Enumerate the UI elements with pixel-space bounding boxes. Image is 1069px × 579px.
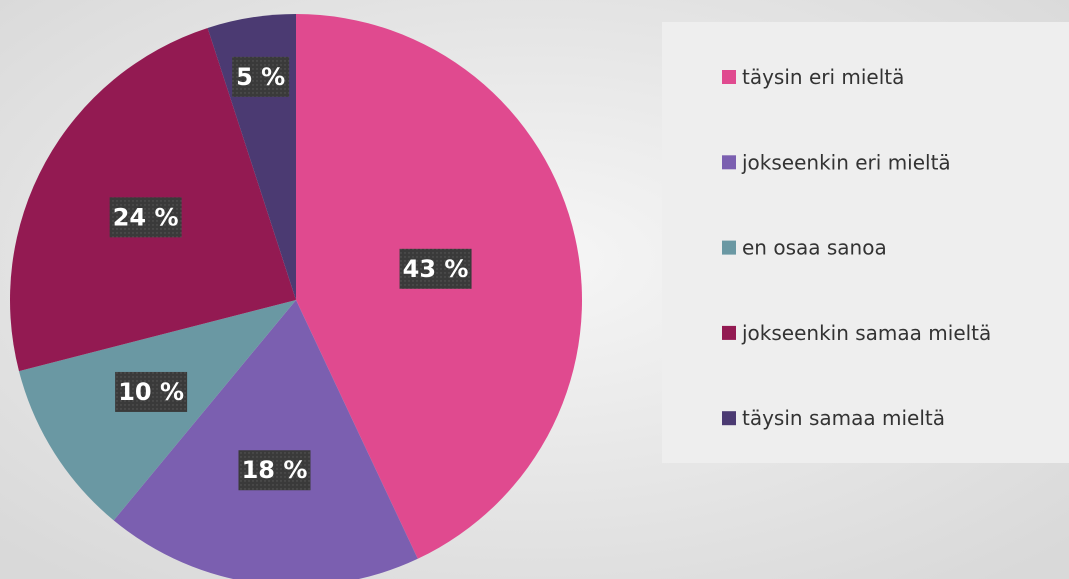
legend-label: en osaa sanoa: [742, 236, 887, 260]
data-label-box: [238, 450, 311, 491]
pie-slice: [113, 300, 418, 579]
data-label-box: [399, 248, 472, 289]
legend-label: täysin eri mieltä: [742, 65, 904, 89]
legend-swatch: [722, 155, 736, 170]
legend-swatch: [722, 70, 736, 84]
data-label: 24 %: [113, 203, 179, 231]
legend-swatch: [722, 325, 736, 340]
data-label: 43 %: [403, 255, 469, 283]
data-label-box: [232, 56, 290, 97]
legend-label: jokseenkin samaa mieltä: [741, 321, 991, 345]
legend-label: täysin samaa mieltä: [742, 406, 945, 430]
data-label-box: [109, 197, 182, 238]
data-label: 5 %: [236, 63, 285, 91]
legend-label: jokseenkin eri mieltä: [741, 150, 951, 174]
legend-swatch: [722, 240, 736, 255]
data-label-box: [115, 371, 188, 412]
legend-swatch: [722, 411, 736, 426]
data-label: 18 %: [242, 456, 308, 484]
data-label: 10 %: [118, 378, 184, 406]
